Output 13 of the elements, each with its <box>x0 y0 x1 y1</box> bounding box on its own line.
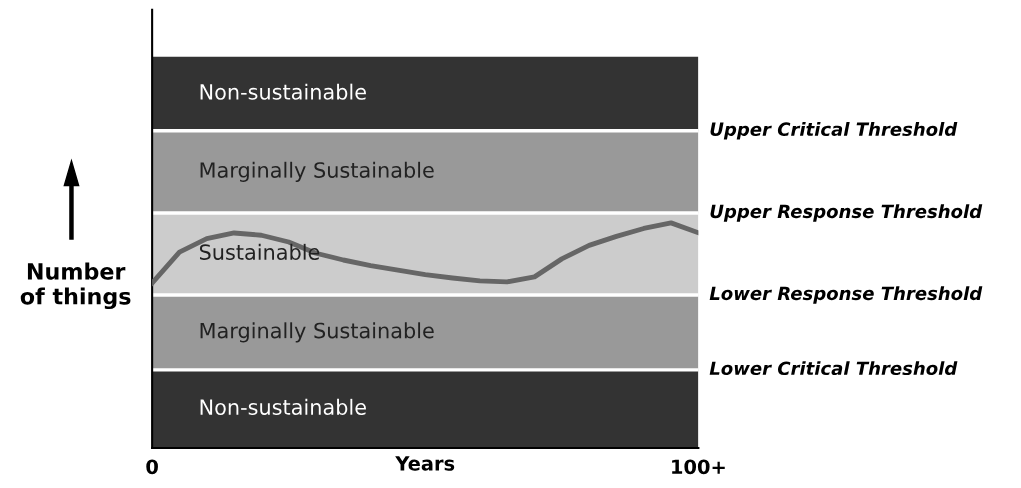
x-tick-label: 0 <box>146 459 158 475</box>
y-axis-title: Number of things <box>20 262 131 310</box>
band-label: Non-sustainable <box>200 83 366 100</box>
ref-line-label: Upper Response Threshold <box>710 204 983 222</box>
ref-line-label: Upper Critical Threshold <box>710 122 958 140</box>
x-axis-title: Years <box>395 456 455 471</box>
band-label: Non-sustainable <box>200 398 366 415</box>
band-label: Sustainable <box>199 243 320 260</box>
band-label: Marginally Sustainable <box>200 322 434 343</box>
x-tick-label: 100+ <box>672 459 725 475</box>
ref-line-label: Lower Response Threshold <box>709 286 983 304</box>
band-label: Marginally Sustainable <box>200 161 434 182</box>
ref-line-label: Lower Critical Threshold <box>709 361 958 376</box>
